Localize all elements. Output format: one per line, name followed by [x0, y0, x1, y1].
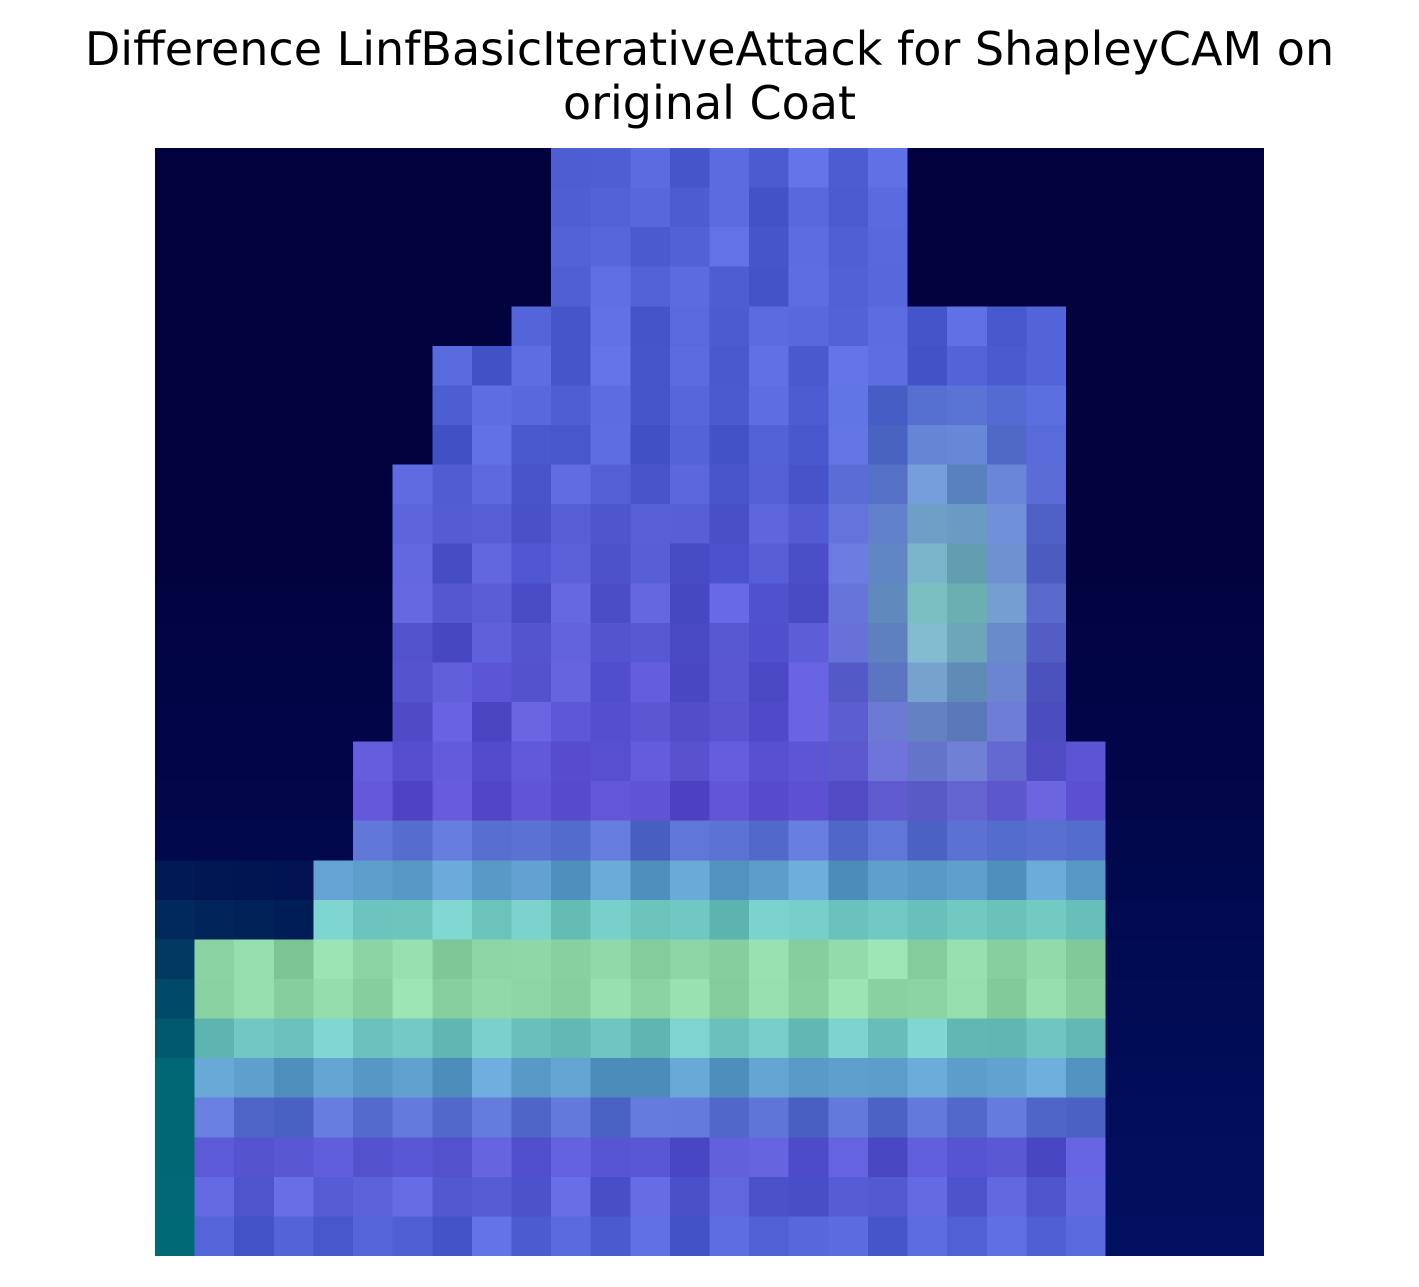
title-line-2: original Coat	[562, 76, 857, 130]
heatmap-image	[155, 148, 1264, 1256]
title-line-1: Difference LinfBasicIterativeAttack for …	[84, 22, 1335, 76]
figure-title: Difference LinfBasicIterativeAttack for …	[0, 22, 1419, 130]
